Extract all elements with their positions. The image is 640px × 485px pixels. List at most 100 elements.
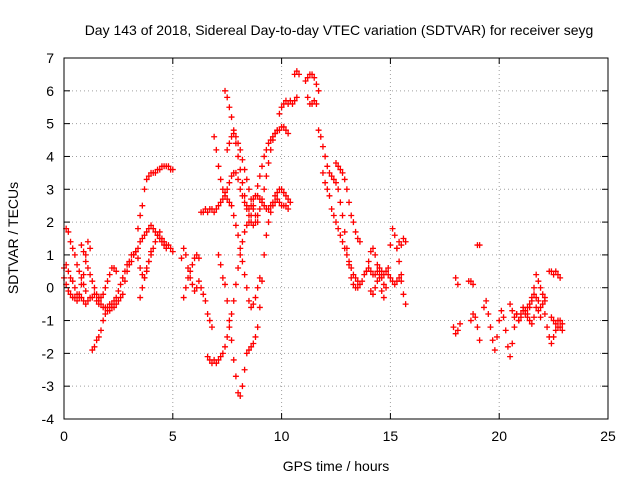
data-point	[280, 123, 287, 130]
data-point	[217, 261, 224, 268]
data-point	[108, 301, 115, 308]
data-point	[71, 251, 78, 258]
data-point	[69, 278, 76, 285]
data-point	[113, 294, 120, 301]
data-point	[296, 71, 303, 78]
data-point	[243, 205, 250, 212]
data-point	[326, 169, 333, 176]
data-point	[248, 196, 255, 203]
data-point	[167, 245, 174, 252]
data-point	[217, 176, 224, 183]
data-point	[235, 153, 242, 160]
data-point	[552, 320, 559, 327]
data-point	[235, 265, 242, 272]
data-point	[97, 327, 104, 334]
data-point	[313, 100, 320, 107]
data-point	[498, 307, 505, 314]
data-point	[278, 186, 285, 193]
data-point	[354, 284, 361, 291]
data-point	[237, 245, 244, 252]
data-point	[141, 232, 148, 239]
data-point	[559, 327, 566, 334]
data-point	[398, 242, 405, 249]
data-point	[330, 212, 337, 219]
data-point	[204, 353, 211, 360]
data-point	[137, 294, 144, 301]
data-point	[367, 248, 374, 255]
data-point	[67, 291, 74, 298]
data-point	[396, 238, 403, 245]
data-point	[137, 238, 144, 245]
data-point	[548, 314, 555, 321]
data-point	[267, 209, 274, 216]
data-point	[526, 317, 533, 324]
data-point	[467, 317, 474, 324]
data-point	[507, 353, 514, 360]
data-point	[393, 245, 400, 252]
data-point	[339, 212, 346, 219]
data-point	[261, 153, 268, 160]
data-point	[524, 310, 531, 317]
data-point	[276, 199, 283, 206]
data-point	[282, 127, 289, 134]
data-point	[185, 274, 192, 281]
data-point	[450, 324, 457, 331]
data-point	[211, 133, 218, 140]
data-point	[71, 284, 78, 291]
data-point	[78, 281, 85, 288]
data-point	[235, 389, 242, 396]
data-point	[387, 242, 394, 249]
data-point	[252, 212, 259, 219]
data-point	[339, 238, 346, 245]
data-point	[487, 324, 494, 331]
y-tick-label: -3	[42, 378, 55, 394]
data-point	[178, 255, 185, 262]
data-point	[285, 205, 292, 212]
x-axis-label: GPS time / hours	[283, 458, 390, 474]
data-point	[494, 333, 501, 340]
data-point	[143, 228, 150, 235]
data-point	[378, 274, 385, 281]
data-point	[474, 324, 481, 331]
data-point	[230, 130, 237, 137]
data-point	[252, 192, 259, 199]
data-point	[208, 324, 215, 331]
data-point	[245, 212, 252, 219]
y-tick-label: 4	[46, 148, 54, 164]
data-point	[311, 97, 318, 104]
data-point	[232, 281, 239, 288]
data-point	[365, 265, 372, 272]
data-point	[335, 186, 342, 193]
data-point	[252, 333, 259, 340]
data-point	[222, 87, 229, 94]
data-point	[280, 189, 287, 196]
data-point	[369, 291, 376, 298]
data-point	[243, 350, 250, 357]
data-point	[335, 225, 342, 232]
data-point	[239, 383, 246, 390]
data-point	[380, 281, 387, 288]
data-point	[121, 268, 128, 275]
data-point	[224, 297, 231, 304]
data-point	[93, 337, 100, 344]
data-point	[169, 166, 176, 173]
data-point	[230, 356, 237, 363]
data-point	[91, 343, 98, 350]
data-point	[250, 301, 257, 308]
data-point	[139, 271, 146, 278]
data-point	[302, 77, 309, 84]
data-point	[282, 192, 289, 199]
data-point	[137, 265, 144, 272]
data-point	[97, 294, 104, 301]
data-point	[256, 173, 263, 180]
y-tick-label: 0	[46, 280, 54, 296]
data-point	[550, 333, 557, 340]
data-point	[74, 291, 81, 298]
data-point	[282, 202, 289, 209]
data-point	[328, 173, 335, 180]
data-point	[335, 163, 342, 170]
data-point	[276, 110, 283, 117]
data-point	[150, 245, 157, 252]
data-point	[102, 284, 109, 291]
